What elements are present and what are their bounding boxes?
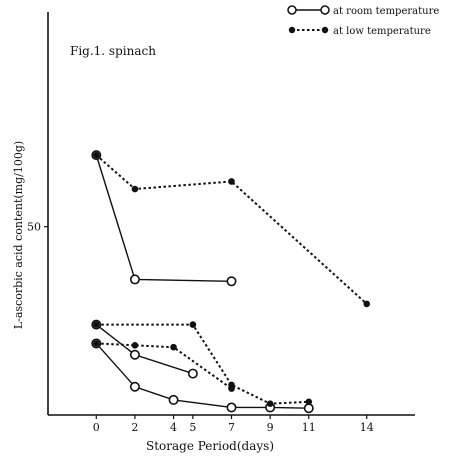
data-point-filled (92, 321, 100, 328)
data-point-open (168, 394, 179, 405)
data-point-filled (363, 300, 371, 308)
data-point-open (226, 276, 237, 287)
data-point-filled (305, 398, 313, 406)
data-point-filled (92, 151, 100, 159)
x-tick-label: 2 (131, 421, 138, 434)
data-point-filled (266, 400, 274, 408)
y-axis-label: L-ascorbic acid content(mg/100g) (12, 141, 25, 329)
x-tick-label: 0 (93, 421, 100, 434)
data-point-open (226, 402, 237, 413)
x-tick-label: 5 (189, 421, 196, 434)
data-point-filled (92, 340, 100, 347)
chart-title: Fig.1. spinach (70, 44, 156, 58)
data-point-open (129, 274, 140, 285)
x-tick-label: 11 (302, 421, 316, 434)
series-line (96, 323, 309, 405)
axes (47, 12, 415, 416)
data-point-open (303, 403, 314, 414)
data-point-filled (189, 321, 197, 328)
series-line (95, 324, 194, 375)
series-line (95, 154, 368, 305)
x-tick-label: 9 (267, 421, 274, 434)
legend-marker-open (287, 5, 297, 15)
x-tick-label: 14 (360, 421, 374, 434)
series-markers (91, 150, 371, 414)
legend-marker-open (320, 5, 330, 15)
y-tick-label: 50 (27, 221, 41, 234)
ticks: 0 2 4 5 7 9 11 14 50 (27, 221, 374, 434)
series-line (95, 154, 232, 282)
legend-marker-filled (321, 26, 329, 34)
x-axis-label: Storage Period(days) (146, 439, 274, 453)
legend-label: at room temperature (333, 6, 439, 17)
data-point-filled (170, 343, 177, 351)
data-point-open (187, 368, 198, 379)
data-point-filled (228, 385, 235, 392)
data-point-filled (131, 185, 139, 193)
data-point-open (129, 381, 140, 392)
legend: at room temperature at low temperature (287, 5, 439, 37)
legend-label: at low temperature (333, 26, 431, 37)
data-point-filled (228, 178, 235, 185)
x-tick-label: 7 (228, 421, 235, 434)
series-line (95, 342, 309, 409)
x-tick-label: 4 (170, 421, 177, 434)
legend-marker-filled (288, 26, 296, 34)
data-point-filled (131, 342, 139, 349)
data-point-open (129, 349, 140, 360)
